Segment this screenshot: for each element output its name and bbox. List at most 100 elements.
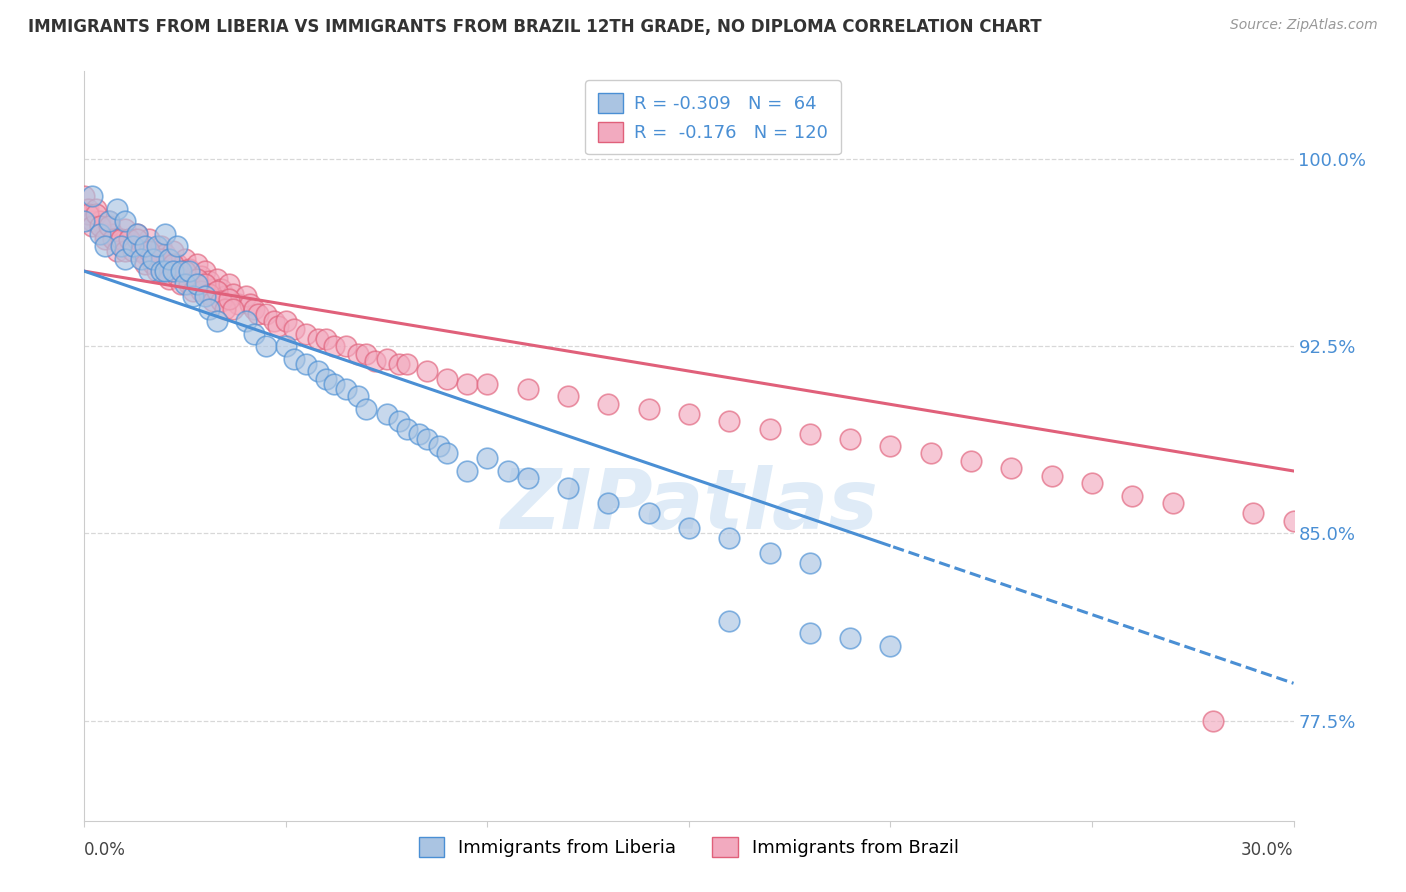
Point: [477, 451, 499, 466]
Point: [82, 189, 104, 203]
Text: 0.0%: 0.0%: [84, 840, 127, 859]
Point: [1081, 476, 1104, 491]
Point: [162, 244, 184, 259]
Point: [142, 244, 165, 259]
Point: [209, 294, 232, 309]
Point: [86, 207, 108, 221]
Point: [408, 426, 430, 441]
Point: [239, 296, 262, 310]
Point: [157, 252, 180, 266]
Point: [153, 264, 176, 278]
Point: [1241, 507, 1264, 521]
Point: [114, 252, 136, 266]
Point: [198, 286, 221, 301]
Point: [295, 326, 318, 341]
Point: [207, 314, 229, 328]
Point: [82, 214, 104, 228]
Point: [89, 219, 111, 234]
Point: [235, 289, 257, 303]
Point: [218, 277, 240, 291]
Point: [114, 214, 136, 228]
Point: [77, 202, 100, 216]
Point: [179, 277, 201, 291]
Point: [363, 354, 385, 368]
Point: [186, 257, 208, 271]
Point: [718, 532, 741, 546]
Point: [149, 239, 172, 253]
Point: [416, 364, 439, 378]
Point: [157, 257, 180, 271]
Point: [307, 332, 329, 346]
Point: [879, 639, 901, 653]
Point: [456, 376, 478, 391]
Point: [323, 376, 346, 391]
Point: [242, 301, 264, 316]
Point: [323, 339, 346, 353]
Point: [799, 557, 821, 571]
Point: [1161, 496, 1184, 510]
Point: [557, 482, 579, 496]
Point: [121, 239, 143, 253]
Point: [416, 432, 439, 446]
Point: [89, 227, 111, 241]
Point: [186, 277, 208, 291]
Point: [194, 264, 217, 278]
Point: [181, 289, 204, 303]
Point: [134, 239, 156, 253]
Point: [960, 454, 983, 468]
Point: [162, 257, 184, 271]
Point: [637, 401, 659, 416]
Point: [758, 421, 780, 435]
Point: [222, 301, 245, 316]
Point: [186, 271, 208, 285]
Point: [496, 464, 519, 478]
Point: [82, 219, 104, 234]
Point: [146, 264, 169, 278]
Point: [839, 632, 862, 646]
Point: [1202, 714, 1225, 728]
Point: [138, 264, 160, 278]
Point: [637, 507, 659, 521]
Point: [138, 232, 160, 246]
Point: [149, 252, 172, 266]
Point: [114, 221, 136, 235]
Point: [598, 396, 620, 410]
Point: [86, 202, 108, 216]
Point: [557, 389, 579, 403]
Point: [274, 314, 297, 328]
Point: [125, 227, 148, 241]
Point: [202, 294, 225, 309]
Point: [194, 277, 217, 291]
Point: [89, 214, 111, 228]
Point: [181, 271, 204, 285]
Point: [194, 289, 217, 303]
Point: [598, 496, 620, 510]
Point: [254, 307, 277, 321]
Point: [190, 269, 212, 284]
Point: [105, 232, 128, 246]
Point: [436, 371, 458, 385]
Point: [166, 239, 188, 253]
Point: [142, 252, 165, 266]
Point: [209, 282, 232, 296]
Point: [678, 521, 700, 535]
Point: [214, 289, 236, 303]
Point: [335, 382, 357, 396]
Point: [134, 257, 156, 271]
Point: [93, 232, 115, 246]
Point: [134, 246, 156, 260]
Point: [254, 339, 277, 353]
Point: [347, 346, 370, 360]
Point: [153, 227, 176, 241]
Point: [114, 244, 136, 259]
Point: [153, 246, 176, 260]
Point: [190, 284, 212, 298]
Point: [170, 264, 193, 278]
Point: [149, 264, 172, 278]
Point: [101, 227, 124, 241]
Point: [799, 626, 821, 640]
Point: [1282, 514, 1305, 528]
Point: [226, 296, 249, 310]
Point: [129, 244, 152, 259]
Point: [181, 284, 204, 298]
